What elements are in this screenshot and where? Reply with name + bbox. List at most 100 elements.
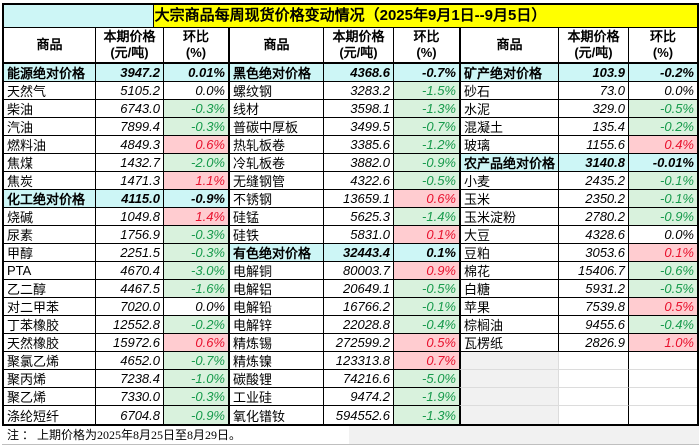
price-cell[interactable]: 7539.8 — [559, 298, 629, 316]
pct-change-cell[interactable]: 0.5% — [629, 298, 697, 316]
product-name-cell[interactable]: PTA — [4, 262, 96, 280]
price-cell[interactable]: 272599.2 — [324, 334, 394, 352]
product-name-cell[interactable]: 聚氯乙烯 — [4, 352, 96, 370]
price-cell[interactable]: 594552.6 — [324, 406, 394, 424]
product-name-cell[interactable]: 螺纹钢 — [228, 82, 324, 100]
price-cell[interactable]: 1155.6 — [559, 136, 629, 154]
pct-change-cell[interactable]: 0.5% — [394, 334, 459, 352]
pct-change-cell[interactable]: -1.2% — [394, 136, 459, 154]
price-cell[interactable]: 32443.4 — [324, 244, 394, 262]
product-name-cell[interactable]: 柴油 — [4, 100, 96, 118]
pct-change-cell[interactable] — [629, 352, 697, 370]
product-name-cell[interactable]: 玉米 — [459, 190, 559, 208]
pct-change-cell[interactable]: 0.1% — [394, 226, 459, 244]
price-cell[interactable]: 9455.6 — [559, 316, 629, 334]
product-name-cell[interactable]: 燃料油 — [4, 136, 96, 154]
product-name-cell[interactable]: 尿素 — [4, 226, 96, 244]
product-name-cell[interactable] — [459, 406, 559, 424]
pct-change-cell[interactable]: 0.1% — [394, 244, 459, 262]
product-name-cell[interactable]: 农产品绝对价格 — [459, 154, 559, 172]
pct-change-cell[interactable]: -0.4% — [629, 316, 697, 334]
pct-change-cell[interactable]: -0.6% — [629, 262, 697, 280]
product-name-cell[interactable] — [459, 388, 559, 406]
pct-change-cell[interactable]: -0.3% — [164, 226, 228, 244]
product-name-cell[interactable]: 精炼锡 — [228, 334, 324, 352]
pct-change-cell[interactable]: 0.9% — [394, 262, 459, 280]
product-name-cell[interactable]: 大豆 — [459, 226, 559, 244]
pct-change-cell[interactable]: 0.01% — [164, 64, 228, 82]
price-cell[interactable]: 9474.2 — [324, 388, 394, 406]
product-name-cell[interactable]: 化工绝对价格 — [4, 190, 96, 208]
product-name-cell[interactable]: 不锈钢 — [228, 190, 324, 208]
pct-change-cell[interactable]: -5.0% — [394, 370, 459, 388]
price-cell[interactable]: 3499.5 — [324, 118, 394, 136]
pct-change-cell[interactable]: -0.01% — [629, 154, 697, 172]
price-cell[interactable] — [559, 406, 629, 424]
product-name-cell[interactable]: 混凝土 — [459, 118, 559, 136]
price-cell[interactable]: 80003.7 — [324, 262, 394, 280]
pct-change-cell[interactable]: -1.5% — [394, 82, 459, 100]
product-name-cell[interactable]: 硅锰 — [228, 208, 324, 226]
price-cell[interactable]: 3947.2 — [96, 64, 164, 82]
product-name-cell[interactable]: 碳酸锂 — [228, 370, 324, 388]
product-name-cell[interactable]: 线材 — [228, 100, 324, 118]
product-name-cell[interactable] — [459, 352, 559, 370]
price-cell[interactable]: 2251.5 — [96, 244, 164, 262]
price-cell[interactable]: 3053.6 — [559, 244, 629, 262]
price-cell[interactable]: 16766.2 — [324, 298, 394, 316]
price-cell[interactable]: 329.0 — [559, 100, 629, 118]
pct-change-cell[interactable]: -0.5% — [394, 280, 459, 298]
product-name-cell[interactable]: 瓦楞纸 — [459, 334, 559, 352]
price-cell[interactable]: 2350.2 — [559, 190, 629, 208]
pct-change-cell[interactable]: 0.6% — [164, 136, 228, 154]
price-cell[interactable]: 3385.6 — [324, 136, 394, 154]
pct-change-cell[interactable]: -0.7% — [394, 64, 459, 82]
product-name-cell[interactable]: 能源绝对价格 — [4, 64, 96, 82]
pct-change-cell[interactable]: -0.2% — [629, 64, 697, 82]
product-name-cell[interactable]: 矿产绝对价格 — [459, 64, 559, 82]
product-name-cell[interactable]: 电解锌 — [228, 316, 324, 334]
price-cell[interactable] — [559, 370, 629, 388]
price-cell[interactable]: 22028.8 — [324, 316, 394, 334]
product-name-cell[interactable]: 硅铁 — [228, 226, 324, 244]
product-name-cell[interactable]: 烧碱 — [4, 208, 96, 226]
pct-change-cell[interactable]: -0.3% — [164, 100, 228, 118]
price-cell[interactable]: 15972.6 — [96, 334, 164, 352]
pct-change-cell[interactable]: 1.4% — [164, 208, 228, 226]
price-cell[interactable]: 4322.6 — [324, 172, 394, 190]
price-cell[interactable] — [559, 388, 629, 406]
product-name-cell[interactable]: 聚丙烯 — [4, 370, 96, 388]
pct-change-cell[interactable]: 1.0% — [629, 334, 697, 352]
product-name-cell[interactable]: 棉花 — [459, 262, 559, 280]
product-name-cell[interactable]: 白糖 — [459, 280, 559, 298]
pct-change-cell[interactable]: -0.2% — [164, 316, 228, 334]
pct-change-cell[interactable] — [629, 406, 697, 424]
product-name-cell[interactable]: 苹果 — [459, 298, 559, 316]
product-name-cell[interactable] — [459, 370, 559, 388]
pct-change-cell[interactable] — [629, 370, 697, 388]
product-name-cell[interactable]: 甲醇 — [4, 244, 96, 262]
price-cell[interactable]: 7899.4 — [96, 118, 164, 136]
pct-change-cell[interactable]: 0.0% — [629, 226, 697, 244]
pct-change-cell[interactable]: 0.7% — [394, 352, 459, 370]
pct-change-cell[interactable]: -1.3% — [394, 100, 459, 118]
pct-change-cell[interactable]: 0.4% — [629, 136, 697, 154]
price-cell[interactable]: 6704.8 — [96, 406, 164, 424]
pct-change-cell[interactable]: -0.7% — [394, 118, 459, 136]
price-cell[interactable]: 1471.3 — [96, 172, 164, 190]
price-cell[interactable]: 4467.5 — [96, 280, 164, 298]
pct-change-cell[interactable]: -0.9% — [164, 190, 228, 208]
price-cell[interactable]: 135.4 — [559, 118, 629, 136]
price-cell[interactable]: 5931.2 — [559, 280, 629, 298]
pct-change-cell[interactable]: 0.1% — [629, 244, 697, 262]
product-name-cell[interactable]: 氧化镨钕 — [228, 406, 324, 424]
price-cell[interactable]: 13659.1 — [324, 190, 394, 208]
pct-change-cell[interactable] — [629, 388, 697, 406]
price-cell[interactable]: 3283.2 — [324, 82, 394, 100]
product-name-cell[interactable]: 天然气 — [4, 82, 96, 100]
price-cell[interactable]: 3598.1 — [324, 100, 394, 118]
pct-change-cell[interactable]: -1.0% — [164, 370, 228, 388]
product-name-cell[interactable]: 电解铝 — [228, 280, 324, 298]
pct-change-cell[interactable]: -0.5% — [394, 172, 459, 190]
pct-change-cell[interactable]: -3.0% — [164, 262, 228, 280]
